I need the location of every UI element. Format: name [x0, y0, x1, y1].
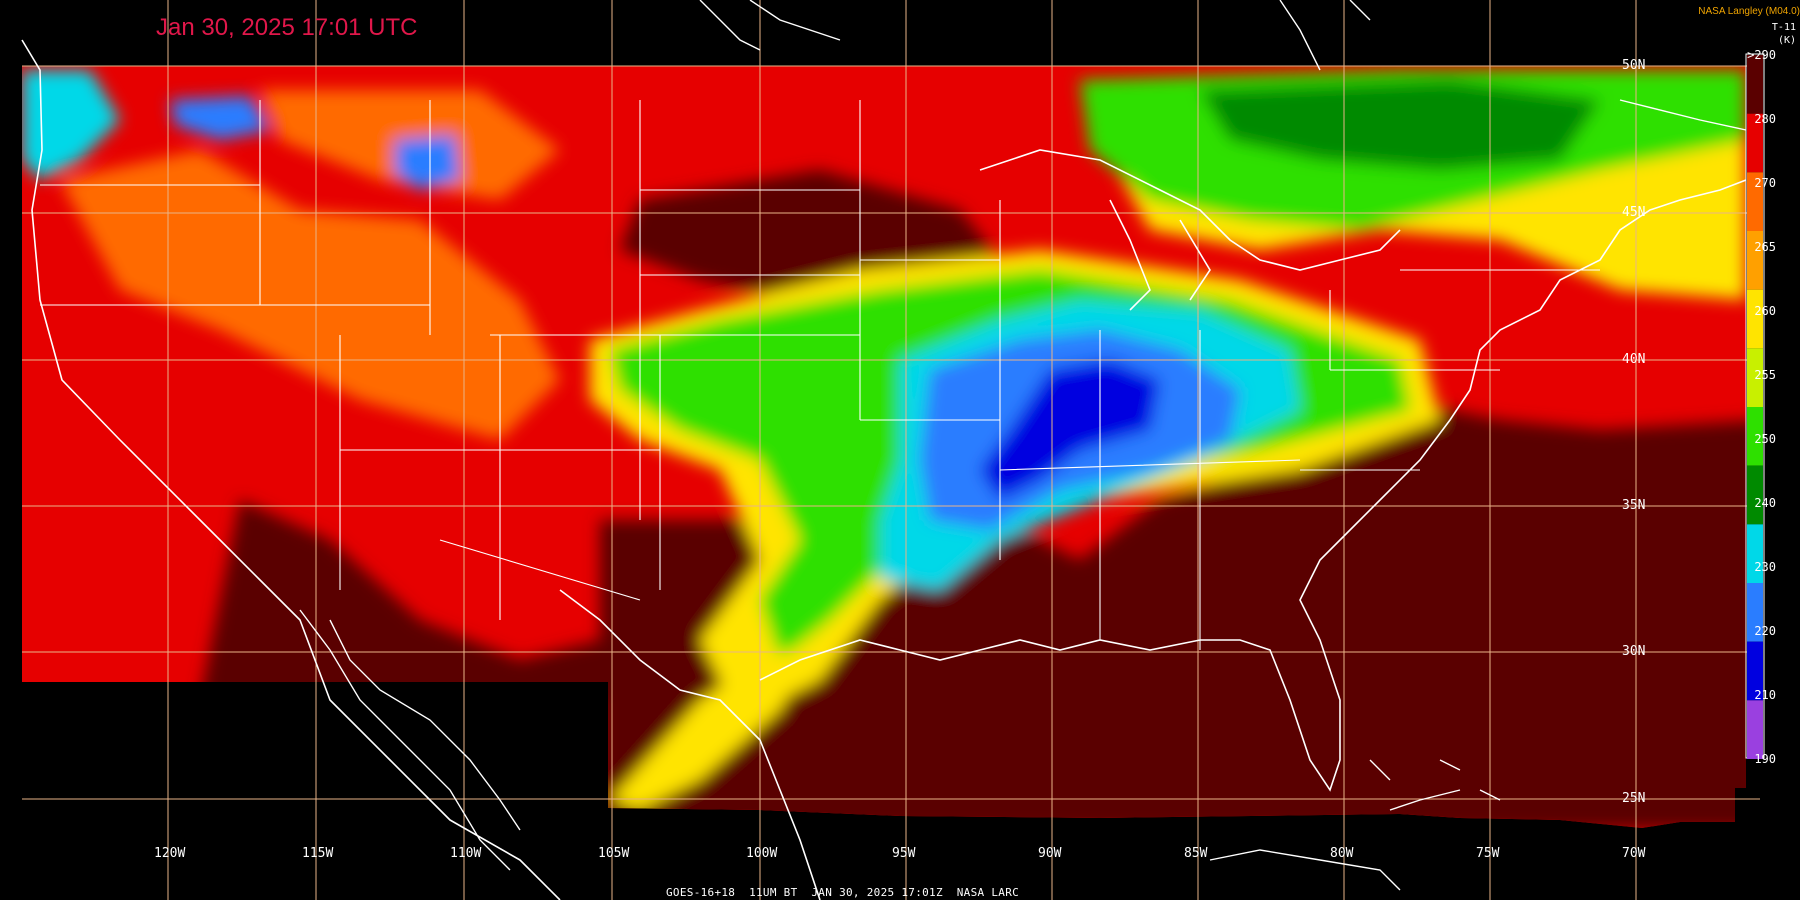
legend-label: 260 [1754, 304, 1776, 318]
latitude-label: 40N [1622, 352, 1646, 367]
longitude-label: 120W [154, 846, 186, 861]
legend-swatch [1747, 700, 1763, 759]
legend-swatch [1747, 348, 1763, 407]
cold-cloud-coast [22, 70, 120, 180]
legend-swatch [1747, 55, 1763, 114]
legend-label: 255 [1754, 368, 1776, 382]
product-name: T-11 [1771, 22, 1796, 33]
longitude-label: 90W [1038, 846, 1062, 861]
legend-label: 230 [1754, 560, 1776, 574]
gulf-coast-outline [759, 179, 1747, 792]
legend-swatch [1747, 524, 1763, 583]
legend-swatch [1747, 113, 1763, 173]
legend-label: 250 [1754, 432, 1776, 446]
legend-label: 240 [1754, 496, 1776, 510]
legend-swatch [1747, 641, 1763, 701]
legend-label: 270 [1754, 176, 1776, 190]
coldest-cloud-core [980, 360, 1160, 500]
longitude-label: 100W [746, 846, 778, 861]
latitude-label: 50N [1622, 58, 1646, 73]
product-credit: NASA Langley (M04.0) [1698, 6, 1800, 17]
mild-region-west [60, 150, 560, 440]
longitude-label: 85W [1184, 846, 1208, 861]
legend-swatch [1747, 465, 1763, 525]
latitude-label: 35N [1622, 498, 1646, 513]
great-lakes-outline [979, 149, 1401, 311]
latitude-label: 30N [1622, 644, 1646, 659]
caribbean-islands-outline [1209, 759, 1501, 891]
cold-dark-green-region-northeast [1200, 80, 1600, 170]
longitude-label: 75W [1476, 846, 1500, 861]
legend-label: 265 [1754, 240, 1776, 254]
very-warm-region-south [600, 400, 1746, 828]
temperature-unit: (K) [1777, 35, 1796, 46]
legend-label: >290 [1747, 48, 1776, 62]
legend-label: 190 [1754, 752, 1776, 766]
legend-color-segments [1747, 55, 1763, 759]
legend-label: 210 [1754, 688, 1776, 702]
legend-label: 220 [1754, 624, 1776, 638]
cloud-band-gulf [610, 640, 820, 810]
land-outline [21, 39, 561, 900]
longitude-label: 70W [1622, 846, 1646, 861]
longitude-label: 115W [302, 846, 334, 861]
legend-swatch [1747, 172, 1763, 231]
cold-cloud-montana [395, 135, 460, 190]
canada-outline [699, 0, 1747, 131]
legend-swatch [1747, 231, 1763, 290]
legend-label: 280 [1754, 112, 1776, 126]
longitude-label: 95W [892, 846, 916, 861]
image-caption: GOES-16+18 11UM BT JAN 30, 2025 17:01Z N… [666, 886, 1020, 899]
mexico-gulf-coast-outline [559, 589, 821, 900]
legend-swatch [1747, 289, 1763, 349]
cold-cloud-northwest [170, 96, 270, 140]
longitude-label: 105W [598, 846, 630, 861]
latitude-label: 45N [1622, 205, 1646, 220]
very-warm-region-southwest [200, 500, 600, 700]
legend-swatch [1747, 407, 1763, 466]
longitude-label: 110W [450, 846, 482, 861]
baja-outline [299, 609, 521, 871]
latitude-label: 25N [1622, 791, 1646, 806]
longitude-label: 80W [1330, 846, 1354, 861]
timestamp-title: Jan 30, 2025 17:01 UTC [156, 14, 418, 41]
state-boundaries [40, 100, 1600, 650]
legend-swatch [1747, 583, 1763, 642]
